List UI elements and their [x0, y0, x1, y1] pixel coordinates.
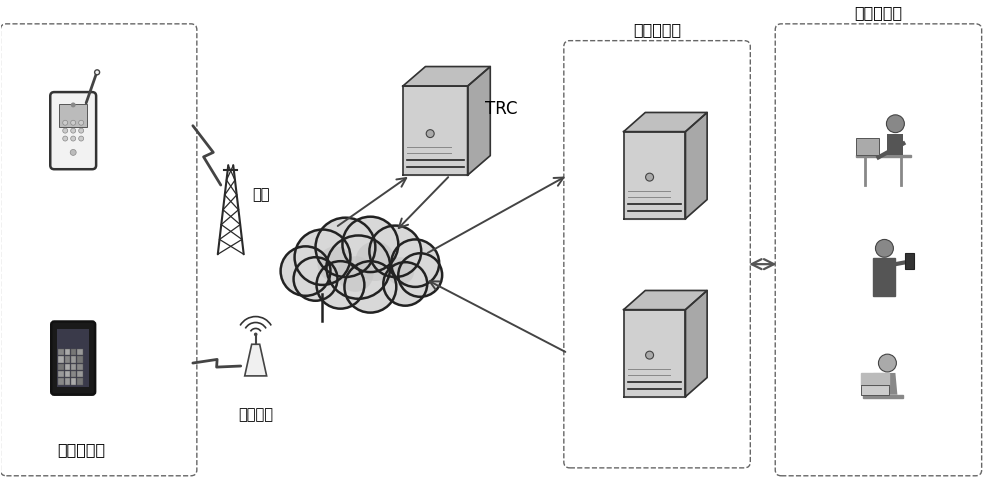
Polygon shape — [403, 86, 468, 175]
FancyBboxPatch shape — [50, 92, 96, 169]
Bar — [77, 363, 83, 370]
Circle shape — [71, 103, 76, 107]
Polygon shape — [869, 373, 897, 395]
Text: 无线热点: 无线热点 — [238, 408, 273, 423]
Bar — [65, 371, 70, 377]
Bar — [71, 356, 76, 362]
Circle shape — [79, 120, 84, 125]
Polygon shape — [685, 112, 707, 219]
Circle shape — [316, 218, 375, 277]
Circle shape — [337, 256, 373, 292]
Polygon shape — [468, 67, 490, 175]
Bar — [856, 138, 879, 155]
Bar — [861, 385, 889, 395]
Text: TRC: TRC — [485, 100, 518, 118]
Bar — [58, 349, 64, 355]
Circle shape — [71, 120, 76, 125]
Circle shape — [886, 115, 904, 133]
Bar — [77, 371, 83, 377]
Text: 应用使用者: 应用使用者 — [854, 5, 903, 20]
Polygon shape — [245, 344, 267, 376]
Polygon shape — [624, 310, 685, 397]
Bar — [58, 379, 64, 385]
FancyBboxPatch shape — [51, 321, 95, 395]
Circle shape — [79, 128, 84, 133]
Circle shape — [386, 257, 414, 285]
Polygon shape — [873, 258, 895, 296]
Bar — [65, 349, 70, 355]
Text: 基站: 基站 — [253, 187, 270, 203]
Circle shape — [383, 262, 427, 306]
Circle shape — [426, 130, 434, 138]
Bar — [65, 363, 70, 370]
Bar — [58, 363, 64, 370]
Circle shape — [63, 136, 68, 141]
Bar — [65, 356, 70, 362]
Bar — [71, 349, 76, 355]
Circle shape — [63, 128, 68, 133]
Circle shape — [391, 240, 439, 287]
Circle shape — [71, 136, 76, 141]
Polygon shape — [856, 155, 911, 157]
Polygon shape — [624, 290, 707, 310]
Bar — [71, 379, 76, 385]
Circle shape — [70, 149, 76, 155]
Polygon shape — [685, 290, 707, 397]
Bar — [71, 363, 76, 370]
Circle shape — [355, 242, 395, 281]
Circle shape — [281, 246, 330, 296]
Bar — [905, 253, 914, 269]
Circle shape — [369, 226, 421, 277]
Circle shape — [294, 257, 337, 301]
Text: 数据采集者: 数据采集者 — [57, 442, 105, 457]
Polygon shape — [863, 395, 903, 398]
FancyBboxPatch shape — [57, 329, 89, 387]
Bar — [65, 379, 70, 385]
Bar — [58, 356, 64, 362]
Circle shape — [646, 351, 654, 359]
Bar — [58, 371, 64, 377]
Bar — [77, 349, 83, 355]
Circle shape — [95, 70, 100, 75]
Polygon shape — [624, 112, 707, 132]
Circle shape — [254, 333, 257, 336]
Circle shape — [63, 120, 68, 125]
Bar — [77, 379, 83, 385]
Circle shape — [79, 136, 84, 141]
Circle shape — [326, 236, 390, 299]
Polygon shape — [624, 132, 685, 219]
Circle shape — [646, 173, 654, 181]
Circle shape — [398, 253, 442, 297]
Bar — [77, 356, 83, 362]
Circle shape — [317, 261, 364, 309]
Circle shape — [295, 230, 350, 285]
Circle shape — [318, 246, 353, 282]
Bar — [71, 371, 76, 377]
Circle shape — [875, 240, 893, 257]
Circle shape — [342, 217, 398, 272]
Circle shape — [878, 354, 896, 372]
FancyBboxPatch shape — [59, 104, 87, 127]
Polygon shape — [403, 67, 490, 86]
Polygon shape — [861, 373, 889, 385]
Circle shape — [71, 128, 76, 133]
Text: 应用服务器: 应用服务器 — [633, 22, 681, 36]
Polygon shape — [887, 134, 903, 155]
Circle shape — [344, 261, 396, 313]
